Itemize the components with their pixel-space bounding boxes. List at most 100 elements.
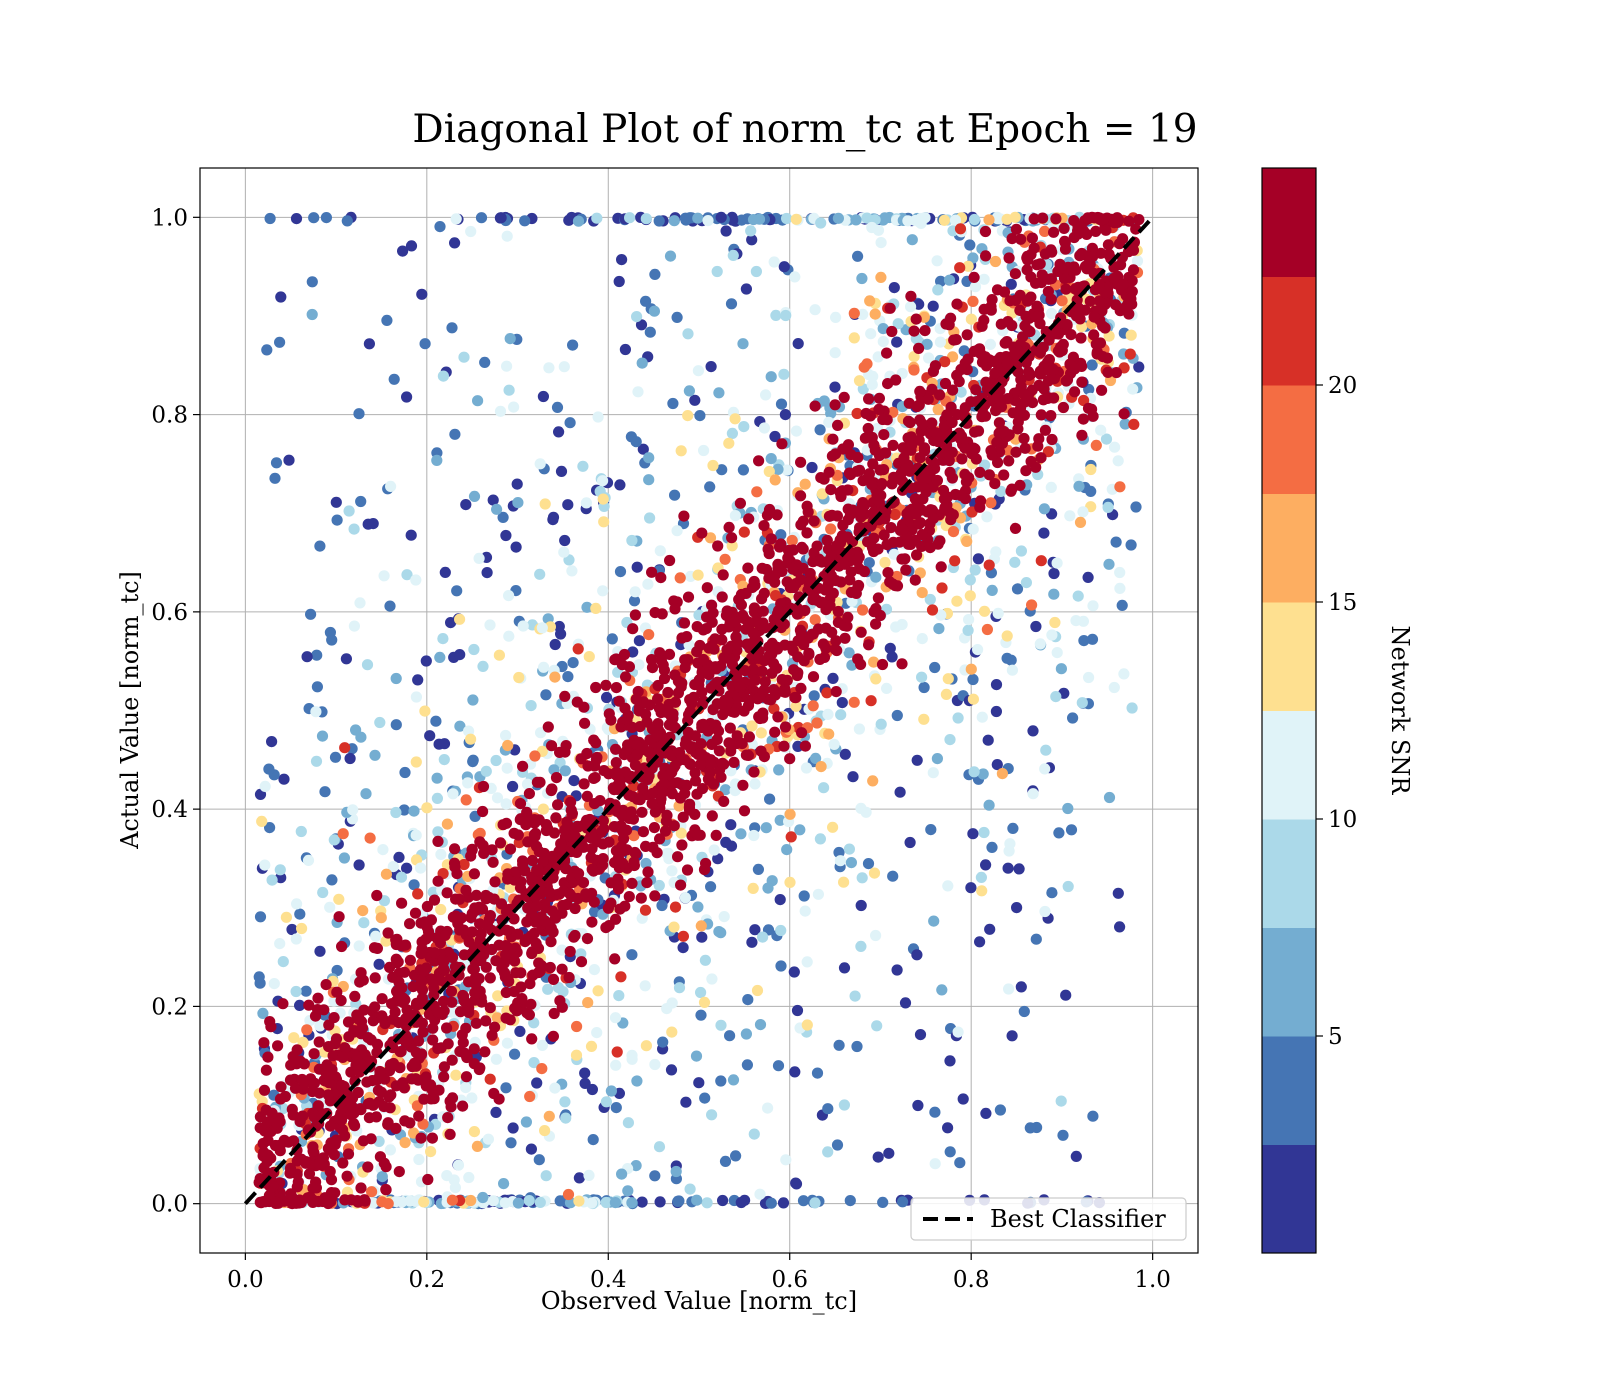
scatter-point: [925, 504, 937, 516]
best-classifier-line: [243, 215, 1155, 1206]
x-axis-ticks: 0.0 0.2 0.4 0.6 0.8 1.0: [227, 1253, 1171, 1293]
scatter-point: [331, 964, 343, 977]
scatter-point: [415, 1132, 427, 1144]
scatter-point: [1069, 363, 1081, 375]
scatter-point: [621, 844, 633, 856]
scatter-point: [835, 486, 847, 498]
scatter-point: [762, 543, 774, 555]
scatter-point: [773, 764, 785, 776]
scatter-point: [706, 973, 718, 985]
scatter-point: [1060, 283, 1072, 295]
scatter-point: [376, 993, 388, 1005]
scatter-point: [533, 846, 545, 858]
scatter-point: [827, 821, 839, 833]
scatter-point: [546, 783, 558, 795]
scatter-point: [540, 689, 552, 701]
scatter-point: [501, 1037, 513, 1049]
scatter-point: [911, 549, 923, 561]
scatter-point: [549, 638, 561, 651]
scatter-point: [557, 986, 569, 998]
scatter-point: [792, 338, 804, 350]
scatter-point: [927, 512, 940, 525]
scatter-point: [458, 924, 470, 936]
scatter-point: [549, 1082, 561, 1094]
scatter-point: [361, 659, 374, 671]
scatter-point: [872, 592, 885, 604]
scatter-point: [900, 564, 912, 576]
scatter-point: [746, 936, 758, 948]
scatter-point: [652, 693, 664, 705]
scatter-point: [796, 727, 808, 739]
scatter-point: [559, 824, 571, 836]
scatter-point: [583, 1169, 595, 1181]
scatter-point: [825, 523, 837, 535]
scatter-point: [494, 837, 507, 849]
y-axis-label: Actual Value [norm_tc]: [116, 571, 144, 850]
scatter-point: [754, 1188, 766, 1200]
scatter-point: [583, 651, 595, 663]
scatter-point: [937, 484, 950, 497]
scatter-point: [582, 760, 594, 772]
scatter-point: [1035, 555, 1047, 567]
scatter-point: [737, 609, 749, 622]
scatter-point: [1014, 402, 1027, 414]
scatter-point: [435, 848, 447, 861]
scatter-point: [283, 454, 295, 466]
scatter-point: [1108, 217, 1120, 229]
scatter-point: [811, 1067, 824, 1079]
scatter-point: [274, 938, 286, 950]
scatter-point: [716, 634, 728, 646]
scatter-point: [668, 215, 680, 227]
scatter-point: [519, 936, 531, 948]
scatter-point: [881, 539, 893, 551]
scatter-point: [371, 942, 383, 955]
scatter-point: [589, 772, 601, 784]
scatter-point: [758, 520, 770, 532]
scatter-point: [260, 1064, 272, 1076]
scatter-point: [842, 503, 854, 515]
scatter-point: [1005, 278, 1017, 290]
scatter-point: [701, 582, 713, 594]
scatter-point: [491, 792, 504, 804]
scatter-point: [393, 976, 405, 988]
scatter-point: [401, 391, 413, 403]
scatter-point: [543, 886, 556, 898]
scatter-point: [883, 1147, 895, 1159]
scatter-point: [712, 725, 725, 737]
scatter-point: [738, 805, 751, 817]
colorbar-segment: [1262, 168, 1316, 277]
scatter-point: [725, 745, 737, 757]
scatter-point: [374, 716, 386, 729]
scatter-point: [713, 926, 725, 938]
scatter-point: [912, 1099, 924, 1112]
scatter-point: [983, 469, 996, 481]
scatter-point: [537, 855, 549, 868]
scatter-point: [431, 792, 443, 805]
scatter-point: [1065, 824, 1078, 836]
scatter-point: [881, 682, 893, 695]
scatter-point: [1048, 567, 1060, 580]
scatter-point: [852, 653, 864, 665]
scatter-point: [823, 728, 835, 740]
scatter-point: [715, 1075, 727, 1087]
scatter-point: [639, 980, 651, 992]
scatter-point: [476, 903, 489, 915]
scatter-point: [691, 1194, 703, 1206]
scatter-point: [575, 956, 588, 968]
scatter-point: [939, 377, 952, 390]
scatter-point: [855, 899, 867, 912]
scatter-point: [441, 887, 453, 899]
scatter-point: [581, 601, 593, 613]
scatter-point: [891, 964, 903, 976]
scatter-point: [487, 856, 499, 868]
scatter-point: [277, 998, 289, 1010]
scatter-point: [631, 561, 643, 573]
scatter-point: [330, 1033, 343, 1045]
scatter-point: [460, 1022, 472, 1034]
scatter-point: [827, 672, 839, 685]
scatter-point: [679, 892, 692, 904]
y-tick-label: 1.0: [151, 205, 188, 231]
scatter-point: [754, 1019, 767, 1031]
scatter-point: [348, 620, 360, 632]
scatter-point: [343, 505, 355, 517]
